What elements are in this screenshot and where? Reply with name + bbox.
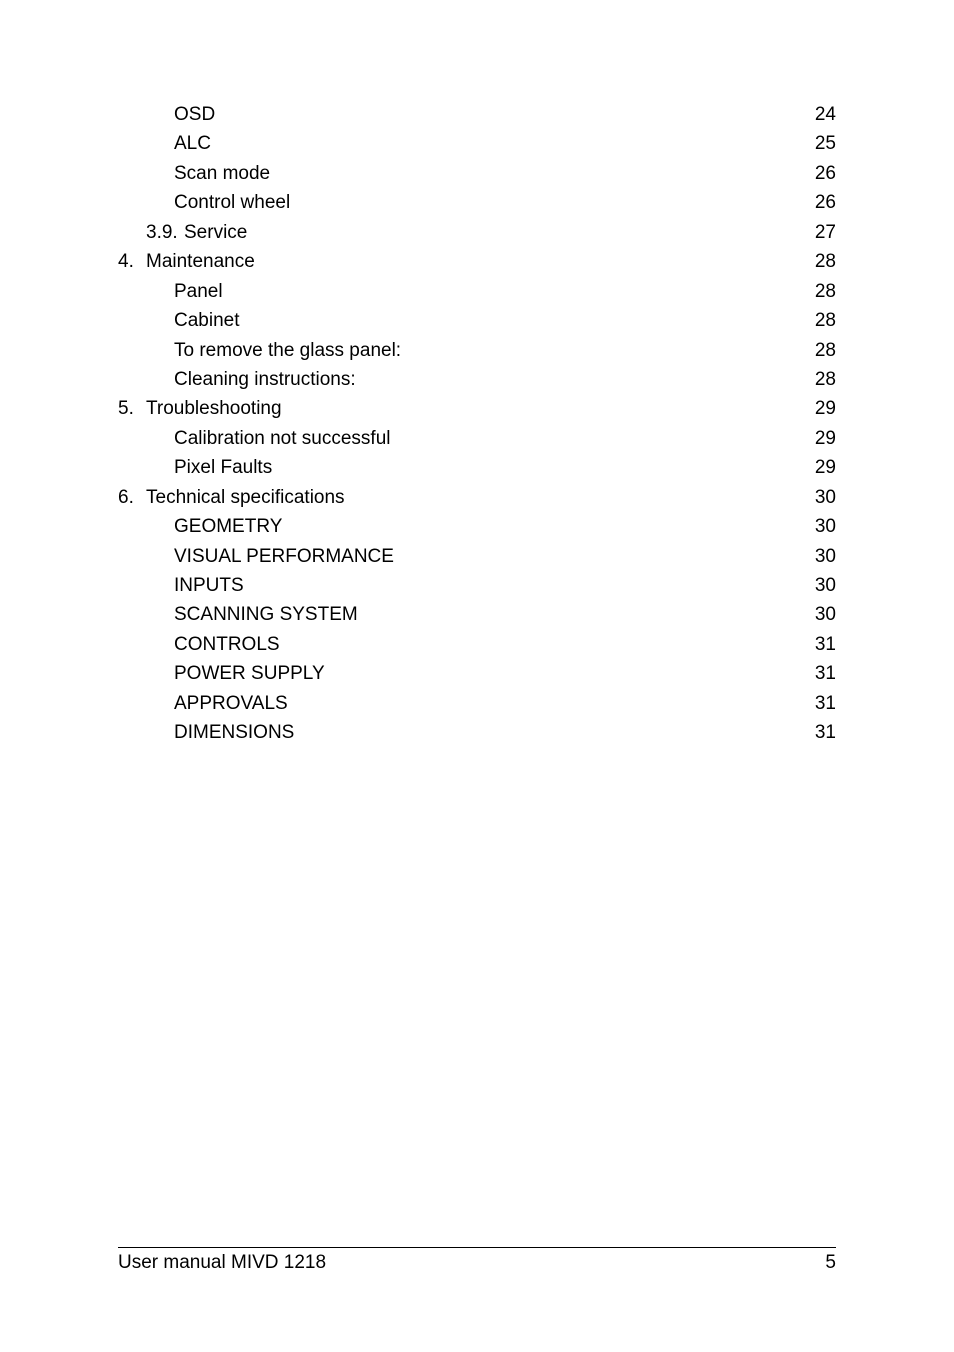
toc-entry: CONTROLS 31	[118, 630, 836, 659]
toc-entry: 3.9.Service 27	[118, 218, 836, 247]
toc-entry: POWER SUPPLY 31	[118, 659, 836, 688]
toc-entry-title: DIMENSIONS	[174, 718, 294, 747]
toc-entry-number: 4.	[118, 247, 146, 276]
toc-entry-title: POWER SUPPLY	[174, 659, 325, 688]
toc-entry-title: Pixel Faults	[174, 453, 272, 482]
toc-entry-title: Panel	[174, 277, 223, 306]
footer-page-number: 5	[825, 1252, 836, 1274]
toc-entry-title: Maintenance	[146, 247, 255, 276]
toc-entry-page: 25	[813, 129, 836, 158]
toc-entry-page: 26	[813, 188, 836, 217]
toc-entry-page: 31	[813, 659, 836, 688]
toc-entry-page: 31	[813, 718, 836, 747]
toc-entry-title: GEOMETRY	[174, 512, 282, 541]
toc-entry-title: ALC	[174, 129, 211, 158]
toc-entry-page: 30	[813, 512, 836, 541]
toc-entry-title: SCANNING SYSTEM	[174, 600, 358, 629]
toc-entry: Control wheel 26	[118, 188, 836, 217]
toc-entry: OSD 24	[118, 100, 836, 129]
toc-entry-title: Cabinet	[174, 306, 240, 335]
toc-entry-page: 29	[813, 453, 836, 482]
toc-entry-page: 24	[813, 100, 836, 129]
toc-entry-page: 30	[813, 600, 836, 629]
toc-entry-page: 28	[813, 336, 836, 365]
toc-entry-page: 28	[813, 247, 836, 276]
toc-entry: GEOMETRY 30	[118, 512, 836, 541]
toc-entry-title: Cleaning instructions:	[174, 365, 356, 394]
toc-entry: Panel 28	[118, 277, 836, 306]
toc-entry-title: Technical specifications	[146, 483, 345, 512]
toc-entry: Cabinet 28	[118, 306, 836, 335]
toc-entry-page: 29	[813, 394, 836, 423]
table-of-contents: OSD24ALC25Scan mode26Control wheel263.9.…	[118, 100, 836, 748]
toc-entry: APPROVALS 31	[118, 689, 836, 718]
toc-entry-title: OSD	[174, 100, 215, 129]
toc-entry-number: 6.	[118, 483, 146, 512]
toc-entry-page: 31	[813, 689, 836, 718]
toc-entry: Calibration not successful 29	[118, 424, 836, 453]
toc-entry: Scan mode 26	[118, 159, 836, 188]
toc-entry-title: INPUTS	[174, 571, 244, 600]
toc-entry: Pixel Faults 29	[118, 453, 836, 482]
toc-entry-number: 3.9.	[146, 218, 184, 247]
toc-entry-title: To remove the glass panel:	[174, 336, 401, 365]
toc-entry: DIMENSIONS 31	[118, 718, 836, 747]
toc-entry: To remove the glass panel: 28	[118, 336, 836, 365]
toc-entry: ALC 25	[118, 129, 836, 158]
page: OSD24ALC25Scan mode26Control wheel263.9.…	[0, 0, 954, 1352]
toc-entry: INPUTS 30	[118, 571, 836, 600]
toc-entry-page: 30	[813, 571, 836, 600]
toc-entry-title: CONTROLS	[174, 630, 280, 659]
toc-entry-page: 26	[813, 159, 836, 188]
page-footer: User manual MIVD 1218 5	[118, 1247, 836, 1274]
toc-entry-title: APPROVALS	[174, 689, 288, 718]
toc-entry-page: 30	[813, 483, 836, 512]
toc-entry: SCANNING SYSTEM 30	[118, 600, 836, 629]
toc-entry: 5.Troubleshooting 29	[118, 394, 836, 423]
toc-entry-page: 27	[813, 218, 836, 247]
toc-entry-page: 31	[813, 630, 836, 659]
toc-entry-page: 28	[813, 306, 836, 335]
toc-entry-title: Calibration not successful	[174, 424, 391, 453]
toc-entry-title: VISUAL PERFORMANCE	[174, 542, 394, 571]
toc-entry: 6.Technical specifications 30	[118, 483, 836, 512]
toc-entry: VISUAL PERFORMANCE 30	[118, 542, 836, 571]
toc-entry-page: 29	[813, 424, 836, 453]
toc-entry-page: 30	[813, 542, 836, 571]
toc-entry-number: 5.	[118, 394, 146, 423]
toc-entry: 4.Maintenance 28	[118, 247, 836, 276]
toc-entry-title: Scan mode	[174, 159, 270, 188]
toc-entry-page: 28	[813, 277, 836, 306]
toc-entry-title: Troubleshooting	[146, 394, 282, 423]
toc-entry-page: 28	[813, 365, 836, 394]
footer-title: User manual MIVD 1218	[118, 1252, 326, 1274]
toc-entry-title: Control wheel	[174, 188, 290, 217]
toc-entry-title: Service	[184, 218, 247, 247]
toc-entry: Cleaning instructions: 28	[118, 365, 836, 394]
